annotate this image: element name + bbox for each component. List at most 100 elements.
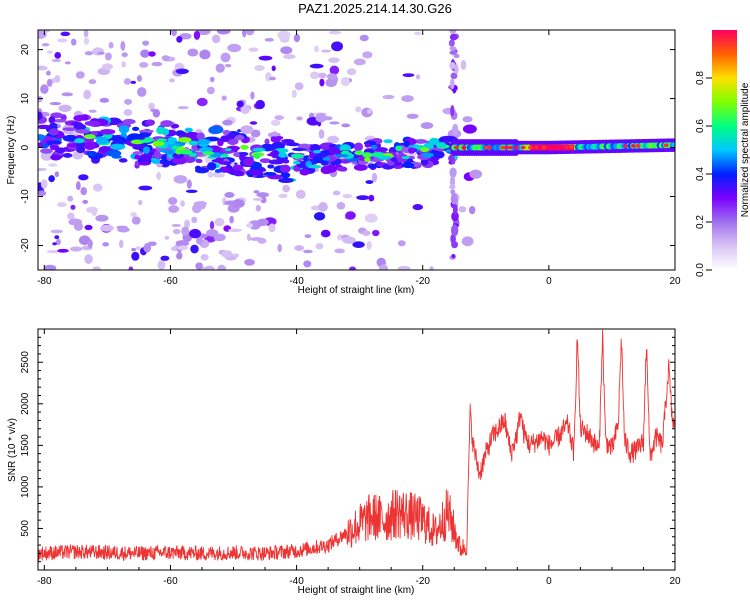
spectrogram-blob: [449, 184, 456, 190]
spectrogram-blob: [62, 153, 73, 158]
spectrogram-blob: [176, 35, 183, 43]
spectrogram-blob: [280, 171, 291, 179]
spectrogram-blob: [200, 253, 209, 261]
spectrogram-blob: [99, 128, 116, 135]
spectrogram-blob: [172, 145, 179, 150]
spectrogram-blob: [342, 236, 356, 244]
spectrogram-blob: [84, 254, 93, 265]
spectrogram-blob: [403, 140, 410, 148]
spectrogram-blob: [157, 260, 166, 270]
spectrogram-blob: [214, 217, 225, 227]
spectrogram-blob: [84, 224, 93, 231]
spectrogram-blob: [64, 61, 71, 65]
figure-title: PAZ1.2025.214.14.30.G26: [298, 1, 452, 16]
spectrogram-blob: [138, 132, 152, 138]
spectrogram-blob: [249, 121, 258, 125]
spectrogram-blob: [483, 145, 489, 150]
spectrogram-blob: [51, 58, 62, 63]
spectrogram-blob: [253, 197, 264, 201]
spectrogram-blob: [136, 75, 143, 82]
snr-y-label: SNR (10 * v/v): [7, 418, 18, 482]
spectrogram-blob: [222, 119, 233, 126]
spectrogram-blob: [334, 248, 345, 254]
spectrogram-blob: [395, 145, 403, 152]
spectrogram-blob: [196, 30, 211, 36]
spectrogram-blob: [71, 38, 77, 46]
spectrogram-blob: [366, 240, 372, 250]
spectrogram-blob: [83, 89, 91, 100]
spectrogram-blob: [46, 78, 53, 87]
spectrogram-blob: [123, 109, 133, 116]
spectrogram-blob: [514, 145, 520, 150]
spectrogram-blob: [450, 193, 458, 205]
spectrogram-blob: [520, 145, 526, 150]
spectrogram-blob: [53, 118, 67, 123]
spectrogram-blob: [131, 247, 137, 252]
spectrogram-blob: [450, 105, 455, 117]
colorbar-tick-label: 0.0: [695, 263, 706, 277]
spectrogram-blob: [239, 151, 249, 156]
spectrogram-blob: [199, 146, 214, 153]
spectrogram-blob: [370, 144, 378, 150]
spectrogram-blob: [267, 164, 275, 169]
spectrogram-blob: [117, 226, 130, 233]
spectrogram-blob: [245, 30, 255, 36]
spectrogram-blob: [383, 152, 393, 157]
spectrogram-blob: [342, 159, 349, 164]
spectrogram-blob: [95, 138, 109, 145]
spectrogram-blob: [240, 104, 251, 115]
spectrogram-blob: [449, 78, 455, 90]
spectrogram-blob: [124, 98, 133, 105]
spectrogram-blob: [260, 196, 267, 204]
spectrogram-blob: [171, 223, 182, 228]
spectrogram-blob: [168, 197, 178, 205]
spectrogram-blob: [206, 86, 215, 95]
colorbar-ticks: 0.0 0.2 0.4 0.6 0.8: [695, 71, 712, 277]
spectrogram-blob: [413, 31, 422, 36]
spectrogram-blob: [268, 223, 276, 233]
y-tick-label: 2500: [20, 351, 31, 374]
spectrogram-blob: [401, 95, 414, 103]
spectrogram-blob: [349, 266, 356, 270]
spectrogram-blob: [277, 30, 291, 40]
spectrogram-blob: [176, 252, 183, 260]
spectrogram-blob: [270, 149, 280, 159]
spectrogram-blob: [48, 175, 55, 183]
spectrogram-blob: [86, 150, 98, 157]
spectrogram-blob: [274, 115, 285, 121]
spectrogram-blob: [352, 241, 365, 249]
spectrogram-blob: [257, 218, 269, 227]
spectrogram-blob: [193, 30, 201, 40]
spectrogram-blob: [294, 153, 301, 160]
spectrogram-blob: [318, 129, 325, 139]
spectrogram-blob: [303, 249, 313, 254]
spectrogram-blob: [420, 122, 434, 129]
spectrogram-blob: [278, 193, 288, 199]
spectrogram-blob: [88, 79, 97, 85]
spectrogram-blob: [309, 144, 321, 152]
spectrogram-blob: [144, 242, 154, 247]
spectrogram-blob: [504, 145, 510, 150]
spectrogram-blob: [449, 30, 457, 34]
spectrogram-blob: [162, 128, 170, 136]
y-tick-label: 500: [20, 520, 31, 537]
spectrogram-blob: [296, 116, 303, 121]
spectrogram-blob: [224, 148, 232, 152]
spectrogram-blob: [156, 138, 168, 142]
spectrogram-blob: [312, 149, 322, 154]
spectrogram-blob: [148, 51, 156, 57]
spectrogram-blob: [253, 190, 260, 194]
spectrogram-blob: [341, 123, 351, 128]
spectrogram-blob: [541, 145, 547, 150]
spectrogram-blob: [298, 143, 311, 149]
spectrogram-blob: [46, 250, 60, 254]
spectrogram-blob: [44, 30, 50, 33]
spectrogram-blob: [383, 139, 393, 144]
spectrogram-blob: [449, 46, 457, 51]
spectrogram-blob: [313, 211, 326, 221]
spectrogram-blob: [168, 205, 180, 213]
spectrogram-blob: [170, 123, 180, 129]
spectrogram-blob: [214, 169, 223, 173]
spectrogram-blob: [277, 243, 282, 253]
spectrogram-blob: [139, 139, 152, 143]
